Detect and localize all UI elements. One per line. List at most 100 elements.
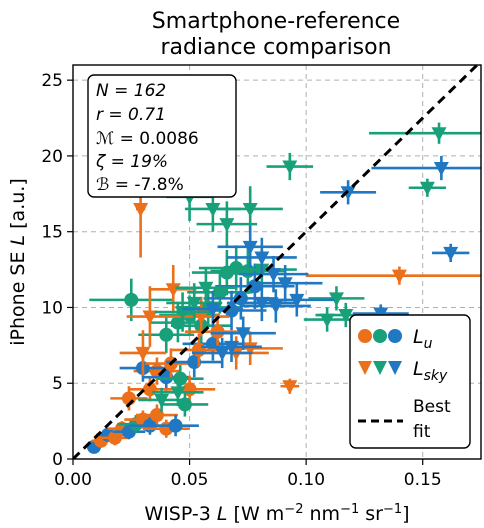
data-layer: [86, 122, 481, 454]
marker-triangle-down: [319, 313, 335, 328]
point-lsky: [371, 155, 481, 181]
point-lsky: [408, 178, 447, 197]
point-lsky: [308, 286, 365, 311]
chart-title-line-2: radiance comparison: [160, 35, 391, 60]
point-lsky: [240, 289, 311, 323]
marker-triangle-down: [224, 340, 240, 355]
point-lsky: [280, 378, 300, 395]
stats-line-b: ℬ = -7.8%: [96, 175, 184, 195]
fit-layer: [73, 65, 480, 459]
marker-triangle-down: [391, 269, 407, 284]
x-tick-label: 0.10: [287, 470, 325, 490]
stats-line-zeta: ζ = 19%: [95, 152, 168, 172]
marker-triangle-down: [198, 281, 214, 296]
marker-triangle-down: [135, 346, 151, 361]
point-lsky: [247, 265, 323, 302]
legend-marker-lsky-orange: [358, 361, 372, 375]
y-axis-label: iPhone SE L [a.u.]: [7, 178, 29, 346]
point-lsky: [369, 122, 481, 144]
point-lsky: [191, 337, 253, 369]
marker-triangle-down: [193, 310, 209, 325]
y-tick-label: 15: [41, 223, 63, 243]
marker-triangle-down: [254, 251, 270, 266]
point-lsky: [259, 283, 335, 317]
point-lsky: [201, 331, 262, 363]
marker-circle: [173, 371, 188, 386]
marker-triangle-down: [340, 186, 356, 201]
marker-triangle-down: [289, 293, 305, 308]
point-lu: [161, 392, 209, 417]
marker-triangle-down: [205, 302, 221, 317]
marker-triangle-down: [282, 380, 298, 395]
x-tick-label: 0.00: [54, 470, 92, 490]
point-lsky: [175, 268, 237, 308]
marker-triangle-down: [133, 202, 149, 217]
marker-triangle-down: [277, 277, 293, 292]
legend: Lu Lsky Best fit: [349, 314, 471, 449]
y-tick-label: 5: [52, 374, 63, 394]
marker-circle: [124, 292, 139, 307]
marker-triangle-down: [268, 299, 284, 314]
x-tick-label: 0.15: [404, 470, 442, 490]
legend-marker-lsky-green: [373, 361, 387, 375]
marker-triangle-down: [205, 202, 221, 217]
point-lsky: [119, 330, 167, 376]
point-lu: [89, 278, 174, 322]
point-lsky: [217, 186, 283, 232]
marker-circle: [240, 264, 255, 279]
point-lu: [152, 415, 199, 437]
legend-label-lu: Lu: [413, 326, 433, 352]
legend-entry-lsky: Lsky: [358, 358, 448, 384]
point-lsky: [152, 378, 204, 406]
marker-circle: [191, 342, 206, 357]
point-lsky: [217, 225, 283, 269]
point-lsky: [432, 243, 470, 262]
marker-triangle-down: [419, 181, 435, 196]
marker-circle: [168, 418, 183, 433]
stats-box: N = 162 r = 0.71 ℳ = 0.0086 ζ = 19% ℬ = …: [87, 74, 237, 198]
marker-triangle-down: [443, 246, 459, 261]
legend-label-best-fit-line-2: fit: [413, 422, 431, 442]
point-lsky: [226, 237, 297, 278]
tick-layer: 0.00 0.05 0.10 0.15 0 5 10 15 20 25: [41, 71, 441, 490]
legend-marker-lu-orange: [358, 329, 372, 343]
marker-triangle-down: [266, 268, 282, 283]
legend-marker-lu-green: [373, 329, 387, 343]
point-lsky: [238, 255, 309, 293]
stats-line-n: N = 162: [96, 81, 166, 101]
y-tick-label: 25: [41, 71, 63, 91]
marker-triangle-down: [328, 292, 344, 307]
marker-circle: [159, 327, 174, 342]
stats-line-r: r = 0.71: [96, 105, 166, 125]
best-fit-line: [73, 65, 480, 459]
legend-marker-lu-blue: [388, 329, 402, 343]
y-tick-label: 0: [52, 450, 63, 470]
marker-triangle-down: [235, 327, 251, 342]
x-tick-label: 0.05: [171, 470, 209, 490]
chart-title-line-1: Smartphone-reference: [152, 9, 400, 34]
x-axis-label: WISP-3 L [W m−2 nm−1 sr−1]: [144, 502, 409, 525]
point-lsky: [306, 266, 481, 285]
marker-triangle-down: [433, 162, 449, 177]
marker-triangle-down: [282, 160, 298, 175]
legend-entry-lu: Lu: [358, 326, 433, 352]
marker-circle: [210, 324, 225, 339]
y-tick-label: 10: [41, 298, 63, 318]
stats-line-m: ℳ = 0.0086: [96, 129, 199, 149]
marker-triangle-down: [338, 309, 354, 324]
legend-marker-lsky-blue: [388, 361, 402, 375]
marker-triangle-down: [170, 386, 186, 401]
marker-triangle-down: [154, 393, 170, 408]
marker-triangle-down: [186, 296, 202, 311]
marker-triangle-down: [242, 240, 258, 255]
point-lsky: [303, 307, 351, 332]
legend-entry-best-fit: Best fit: [358, 397, 451, 442]
point-lsky: [210, 316, 276, 350]
plot-frame: [72, 64, 482, 460]
y-tick-label: 20: [41, 147, 63, 167]
legend-label-best-fit-line-1: Best: [413, 397, 451, 417]
legend-label-lsky: Lsky: [413, 358, 448, 384]
marker-triangle-down: [242, 202, 258, 217]
point-lsky: [126, 286, 174, 347]
